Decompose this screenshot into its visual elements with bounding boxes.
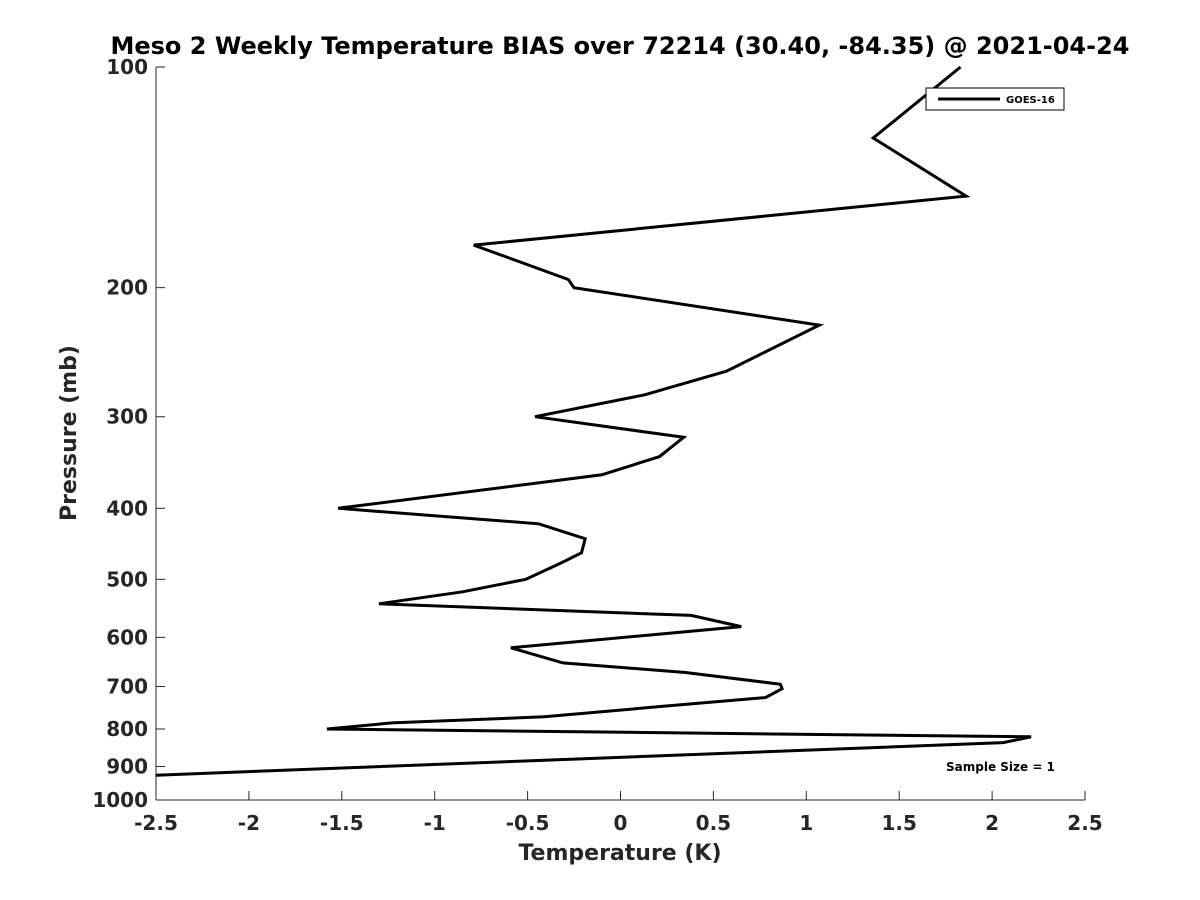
y-tick-label: 800 — [106, 717, 148, 741]
y-tick-label: 700 — [106, 674, 148, 698]
x-tick-label: 1 — [799, 811, 813, 835]
y-axis-label: Pressure (mb) — [57, 345, 82, 521]
y-tick-label: 300 — [106, 405, 148, 429]
x-tick-label: 0.5 — [696, 811, 731, 835]
y-axis-ticks: 100 200 300 400 500 600 700 800 900 1000 — [92, 55, 165, 812]
x-tick-label: 1.5 — [881, 811, 916, 835]
legend: GOES-16 — [925, 87, 1065, 111]
y-tick-label: 1000 — [92, 788, 148, 812]
x-axis-ticks: -2.5 -2 -1.5 -1 -0.5 0 0.5 1 1.5 2 2.5 — [134, 791, 1103, 835]
y-tick-label: 200 — [106, 276, 148, 300]
x-axis-label: Temperature (K) — [518, 841, 721, 866]
x-tick-label: 2.5 — [1067, 811, 1102, 835]
legend-label-goes-16: GOES-16 — [1006, 95, 1055, 106]
x-tick-label: -1 — [424, 811, 446, 835]
y-tick-label: 100 — [106, 55, 148, 79]
y-tick-label: 500 — [106, 567, 148, 591]
y-tick-label: 600 — [106, 625, 148, 649]
x-tick-label: 0 — [614, 811, 628, 835]
sample-size-annotation: Sample Size = 1 — [946, 760, 1055, 774]
plot-area — [156, 67, 1085, 800]
x-tick-label: 2 — [985, 811, 999, 835]
x-tick-label: -0.5 — [506, 811, 550, 835]
y-tick-label: 900 — [106, 754, 148, 778]
series-line-goes-16 — [155, 65, 1032, 777]
x-tick-label: -1.5 — [320, 811, 364, 835]
chart-title: Meso 2 Weekly Temperature BIAS over 7221… — [110, 32, 1129, 60]
y-tick-label: 400 — [106, 496, 148, 520]
x-tick-label: -2.5 — [134, 811, 178, 835]
x-tick-label: -2 — [238, 811, 260, 835]
